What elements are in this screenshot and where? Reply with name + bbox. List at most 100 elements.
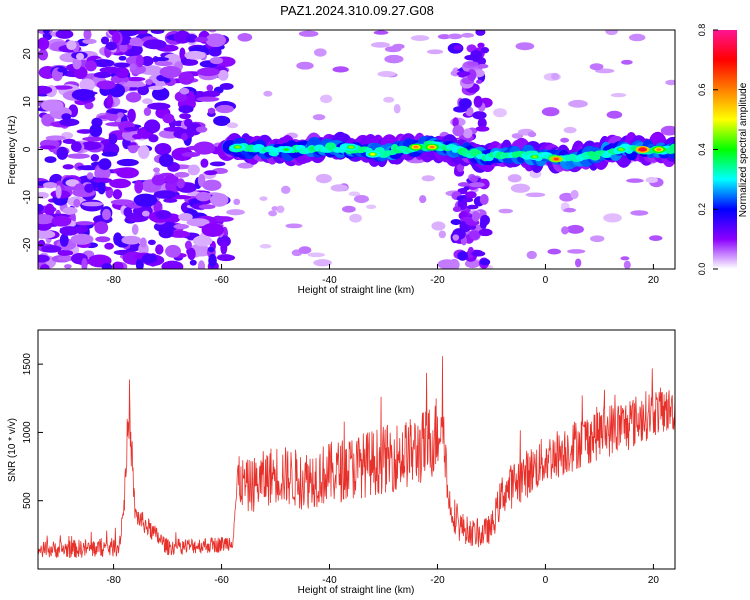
noise-blob: [82, 136, 105, 142]
noise-blob: [148, 85, 165, 91]
noise-blob: [153, 200, 163, 214]
noise-blob: [660, 125, 675, 136]
noise-blob: [466, 204, 479, 210]
noise-blob: [71, 88, 95, 101]
noise-blob: [75, 225, 89, 233]
noise-blob: [185, 34, 198, 43]
spectrogram-x-tick-label: -80: [106, 275, 121, 286]
noise-blob: [551, 72, 560, 80]
noise-blob: [271, 206, 278, 211]
noise-blob: [448, 258, 460, 269]
noise-blob: [89, 123, 103, 138]
noise-blob: [44, 156, 57, 164]
noise-blob: [419, 195, 427, 204]
noise-blob: [116, 112, 124, 118]
noise-blob: [620, 256, 630, 261]
noise-blob: [101, 263, 113, 269]
noise-blob: [563, 207, 576, 213]
noise-blob: [59, 118, 80, 127]
noise-blob: [95, 236, 111, 243]
noise-blob: [81, 257, 88, 269]
noise-blob: [105, 41, 118, 51]
spectrogram-x-ticks: -80 -60 -40 -20 0 20: [106, 264, 659, 286]
noise-blob: [458, 98, 472, 109]
noise-blob: [101, 151, 118, 157]
noise-blob: [94, 221, 109, 235]
noise-blob: [110, 199, 135, 206]
noise-blob: [547, 248, 562, 255]
noise-blob: [467, 69, 477, 81]
noise-blob: [171, 194, 192, 200]
noise-blob: [206, 84, 214, 92]
noise-blob: [109, 178, 132, 189]
noise-blob: [59, 233, 69, 247]
noise-blob: [465, 106, 474, 117]
ridge-peak-center: [656, 148, 662, 151]
colorbar-label: Normalized spectral amplitude: [738, 82, 749, 217]
snr-series-line: [38, 356, 675, 559]
noise-blob: [217, 69, 229, 81]
noise-blob: [477, 117, 487, 129]
noise-blob: [181, 133, 188, 141]
noise-blob: [456, 71, 471, 76]
noise-blob: [151, 87, 170, 101]
snr-x-tick-label: -80: [106, 575, 121, 586]
snr-panel: -80 -60 -40 -20 0 20 500 1000 1500 Height of st…: [7, 329, 676, 596]
ridge-peak-center: [370, 152, 376, 156]
noise-blob: [526, 250, 537, 260]
noise-blob: [645, 176, 658, 184]
noise-blob: [178, 212, 193, 222]
noise-blob: [259, 196, 268, 201]
noise-blob: [123, 207, 133, 218]
noise-blob: [313, 259, 332, 267]
noise-blob: [348, 191, 361, 197]
noise-blob: [342, 205, 356, 213]
snr-x-tick-label: 20: [648, 575, 660, 586]
noise-blob: [187, 91, 195, 104]
spectrogram-y-ticks: -20 -10 0 10 20: [22, 48, 43, 252]
noise-blob: [93, 177, 113, 184]
noise-blob: [62, 164, 74, 170]
ridge-peak-center: [235, 145, 241, 149]
noise-blob: [79, 78, 95, 92]
noise-blob: [161, 260, 184, 269]
noise-blob: [147, 239, 156, 246]
noise-blob: [55, 30, 74, 39]
noise-blob: [73, 198, 81, 208]
noise-blob: [477, 42, 485, 48]
noise-blob: [133, 193, 158, 207]
noise-blob: [121, 235, 142, 245]
noise-blob: [127, 145, 141, 150]
noise-blob: [81, 201, 104, 207]
noise-blob: [40, 99, 64, 112]
noise-blob: [541, 107, 560, 117]
spectrogram-panel: -80 -60 -40 -20 0 20 -20 -10 0 10 20 Height of st…: [7, 29, 676, 296]
ridge-core: [669, 143, 675, 152]
ridge-peak-center: [429, 145, 435, 149]
noise-blob: [75, 52, 85, 61]
noise-blob: [178, 71, 195, 85]
noise-blob: [457, 250, 468, 261]
noise-blob: [606, 110, 623, 119]
noise-blob: [431, 221, 446, 231]
noise-blob: [307, 252, 325, 258]
noise-blob: [467, 246, 475, 259]
noise-blob: [113, 62, 131, 68]
noise-blob: [210, 193, 229, 207]
noise-blob: [192, 235, 213, 247]
noise-blob: [480, 46, 490, 54]
noise-blob: [628, 33, 646, 42]
noise-blob: [122, 82, 147, 88]
noise-blob: [79, 141, 102, 150]
noise-blob: [330, 184, 348, 192]
noise-blob: [131, 224, 139, 235]
noise-blob: [169, 230, 190, 238]
noise-blob: [313, 48, 327, 57]
noise-blob: [437, 34, 451, 40]
noise-blob: [281, 185, 291, 194]
noise-blob: [38, 49, 49, 61]
noise-blob: [82, 38, 97, 44]
noise-blob: [118, 55, 127, 61]
noise-blob: [410, 35, 430, 42]
noise-blob: [468, 224, 477, 230]
